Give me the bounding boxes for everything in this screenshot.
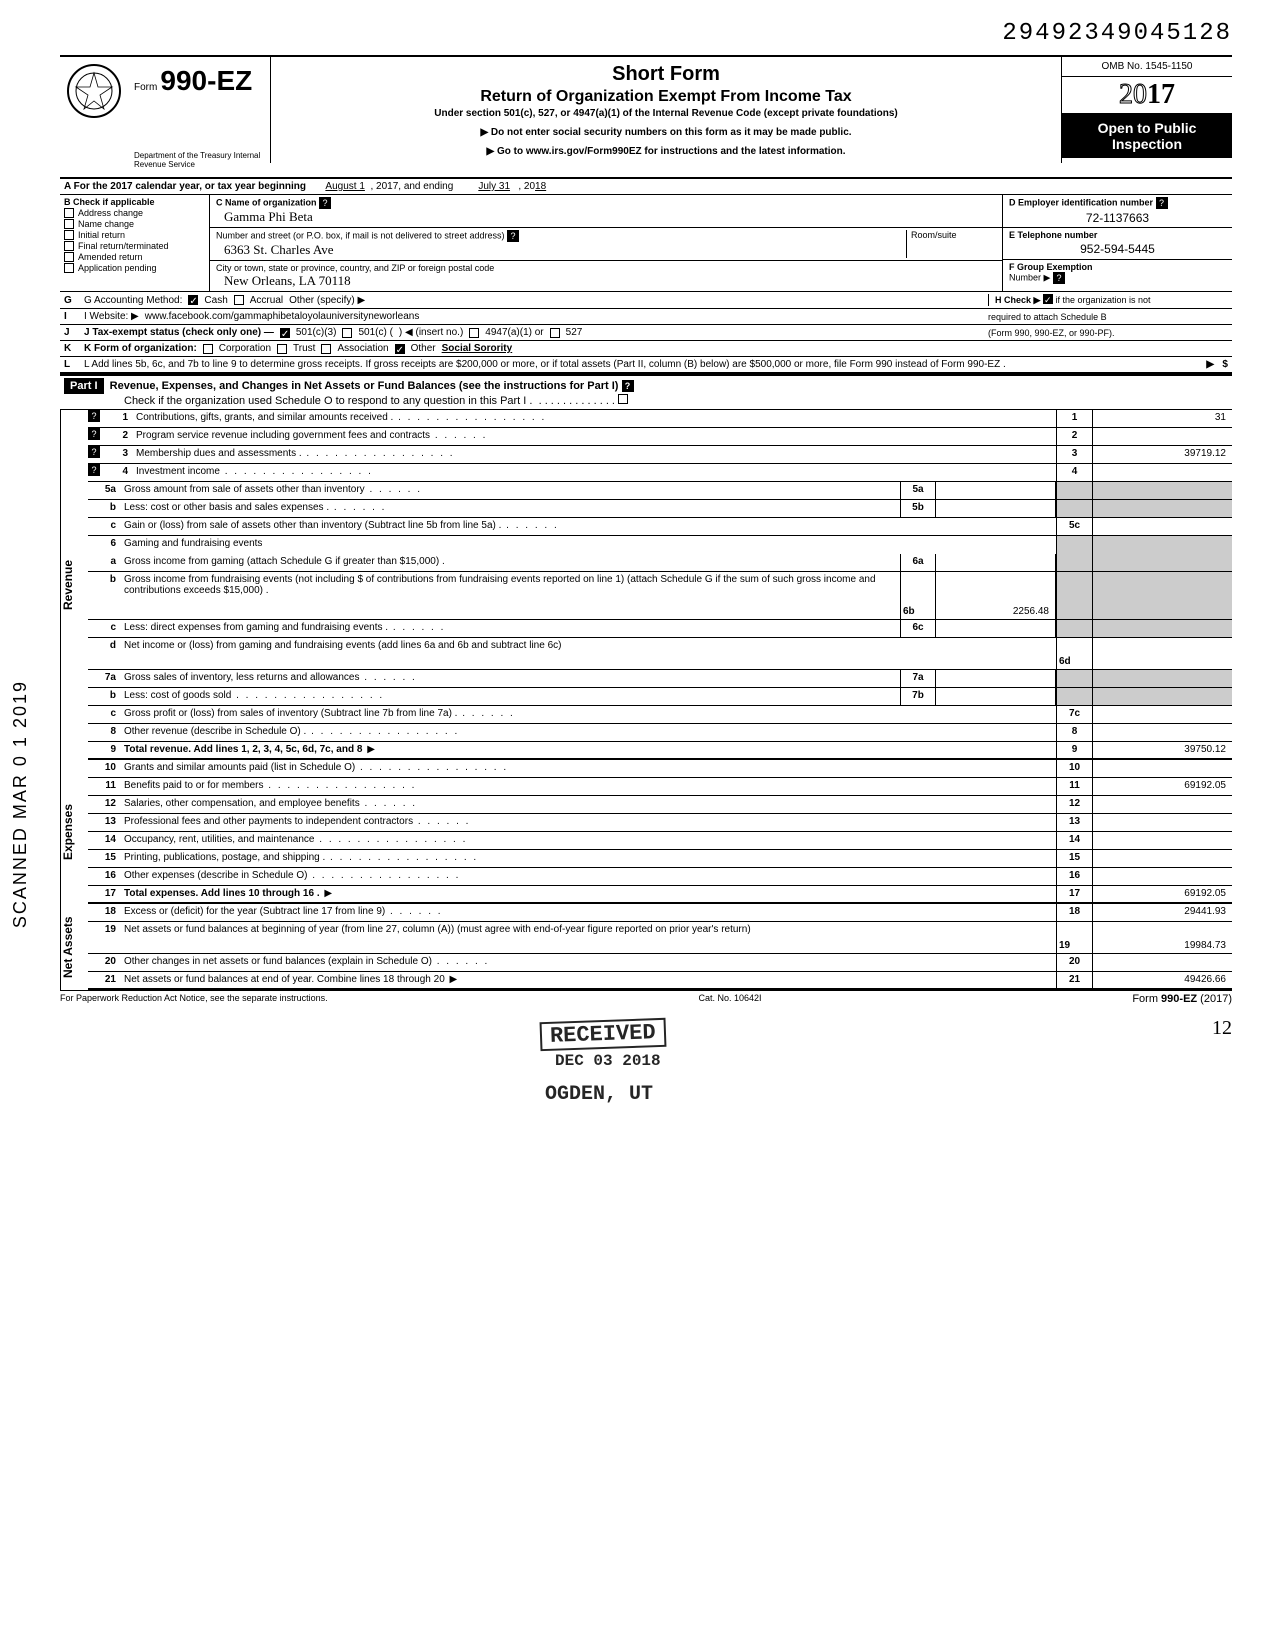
footer-mid: Cat. No. 10642I bbox=[698, 993, 761, 1005]
title-main: Return of Organization Exempt From Incom… bbox=[281, 88, 1051, 106]
website: www.facebook.com/gammaphibetaloyolaunive… bbox=[145, 311, 420, 322]
help-icon: ? bbox=[319, 197, 331, 209]
dept-label: Department of the Treasury Internal Reve… bbox=[134, 151, 266, 169]
line21-value: 49426.66 bbox=[1092, 972, 1232, 988]
title-under: Under section 501(c), 527, or 4947(a)(1)… bbox=[281, 108, 1051, 119]
irs-seal-icon bbox=[60, 57, 130, 128]
schedule-b-checkbox[interactable]: ✓ bbox=[1043, 294, 1053, 304]
cash-checkbox[interactable]: ✓ bbox=[188, 295, 198, 305]
line7b-value bbox=[936, 688, 1056, 705]
other-org-value: Social Sorority bbox=[442, 343, 513, 354]
tax-year: 20201717 bbox=[1062, 77, 1232, 114]
org-city: New Orleans, LA 70118 bbox=[216, 273, 996, 289]
line7a-value bbox=[936, 670, 1056, 687]
filing-code: 29492349045128 bbox=[60, 20, 1232, 47]
other-org-checkbox[interactable]: ✓ bbox=[395, 344, 405, 354]
line2-value bbox=[1092, 428, 1232, 445]
year-end: July 31 bbox=[478, 181, 510, 192]
inspection: Inspection bbox=[1112, 136, 1182, 152]
footer-left: For Paperwork Reduction Act Notice, see … bbox=[60, 993, 328, 1005]
title-short: Short Form bbox=[281, 63, 1051, 86]
org-street: 6363 St. Charles Ave bbox=[216, 242, 906, 258]
schedule-o-checkbox[interactable] bbox=[618, 394, 628, 404]
line12-value bbox=[1092, 796, 1232, 813]
amended-return-checkbox[interactable] bbox=[64, 252, 74, 262]
line3-value: 39719.12 bbox=[1092, 446, 1232, 463]
help-icon: ? bbox=[88, 464, 100, 476]
part1-title: Revenue, Expenses, and Changes in Net As… bbox=[110, 380, 619, 392]
accrual-checkbox[interactable] bbox=[234, 295, 244, 305]
line5c-value bbox=[1092, 518, 1232, 535]
scanned-stamp: SCANNED MAR 0 1 2019 bbox=[10, 680, 31, 928]
year-begin: August 1 bbox=[325, 181, 364, 192]
help-icon: ? bbox=[1053, 272, 1065, 284]
trust-checkbox[interactable] bbox=[277, 344, 287, 354]
form-prefix: Form bbox=[134, 82, 157, 93]
line6d-value bbox=[1092, 638, 1232, 669]
org-info-block: B Check if applicable Address change Nam… bbox=[60, 195, 1232, 292]
netassets-side-label: Net Assets bbox=[60, 904, 88, 990]
form-header: Form 990-EZ Department of the Treasury I… bbox=[60, 55, 1232, 179]
final-return-checkbox[interactable] bbox=[64, 241, 74, 251]
501c3-checkbox[interactable]: ✓ bbox=[280, 328, 290, 338]
ogden-stamp: OGDEN, UT bbox=[545, 1083, 653, 1106]
527-checkbox[interactable] bbox=[550, 328, 560, 338]
name-change-checkbox[interactable] bbox=[64, 219, 74, 229]
phone: 952-594-5445 bbox=[1009, 242, 1226, 256]
revenue-side-label: Revenue bbox=[60, 410, 88, 760]
help-icon: ? bbox=[507, 230, 519, 242]
open-public: Open to Public bbox=[1098, 120, 1197, 136]
help-icon: ? bbox=[88, 428, 100, 440]
line6b-value: 2256.48 bbox=[936, 572, 1056, 619]
line13-value bbox=[1092, 814, 1232, 831]
help-icon: ? bbox=[1156, 197, 1168, 209]
received-date-stamp: DEC 03 2018 bbox=[555, 1052, 661, 1070]
help-icon: ? bbox=[88, 410, 100, 422]
part1-header: Part I bbox=[64, 378, 104, 394]
received-stamp: RECEIVED bbox=[540, 1018, 667, 1051]
room-suite-label: Room/suite bbox=[911, 230, 996, 240]
line14-value bbox=[1092, 832, 1232, 849]
line10-value bbox=[1092, 760, 1232, 777]
line6c-value bbox=[936, 620, 1056, 637]
line17-value: 69192.05 bbox=[1092, 886, 1232, 902]
line19-value: 19984.73 bbox=[1092, 922, 1232, 953]
form-number: 990-EZ bbox=[160, 65, 252, 96]
line16-value bbox=[1092, 868, 1232, 885]
row-a: A For the 2017 calendar year, or tax yea… bbox=[60, 179, 1232, 195]
association-checkbox[interactable] bbox=[321, 344, 331, 354]
help-icon: ? bbox=[88, 446, 100, 458]
4947-checkbox[interactable] bbox=[469, 328, 479, 338]
application-pending-checkbox[interactable] bbox=[64, 263, 74, 273]
initial-return-checkbox[interactable] bbox=[64, 230, 74, 240]
year-end-yy: 18 bbox=[535, 181, 546, 192]
check-applicable-header: B Check if applicable bbox=[64, 197, 205, 207]
501c-checkbox[interactable] bbox=[342, 328, 352, 338]
line8-value bbox=[1092, 724, 1232, 741]
line20-value bbox=[1092, 954, 1232, 971]
title-note2: ▶ Go to www.irs.gov/Form990EZ for instru… bbox=[281, 146, 1051, 157]
expenses-side-label: Expenses bbox=[60, 760, 88, 904]
corporation-checkbox[interactable] bbox=[203, 344, 213, 354]
line7c-value bbox=[1092, 706, 1232, 723]
line4-value bbox=[1092, 464, 1232, 481]
line6a-value bbox=[936, 554, 1056, 571]
line9-value: 39750.12 bbox=[1092, 742, 1232, 758]
line1-value: 31 bbox=[1092, 410, 1232, 427]
line18-value: 29441.93 bbox=[1092, 904, 1232, 921]
ein: 72-1137663 bbox=[1009, 211, 1226, 225]
help-icon: ? bbox=[622, 380, 634, 392]
title-note1: ▶ Do not enter social security numbers o… bbox=[281, 127, 1051, 138]
line11-value: 69192.05 bbox=[1092, 778, 1232, 795]
org-name: Gamma Phi Beta bbox=[216, 209, 996, 225]
line5b-value bbox=[936, 500, 1056, 517]
footer-right: Form 990-EZ (2017) bbox=[1132, 993, 1232, 1005]
line5a-value bbox=[936, 482, 1056, 499]
omb-number: OMB No. 1545-1150 bbox=[1062, 57, 1232, 77]
address-change-checkbox[interactable] bbox=[64, 208, 74, 218]
line15-value bbox=[1092, 850, 1232, 867]
